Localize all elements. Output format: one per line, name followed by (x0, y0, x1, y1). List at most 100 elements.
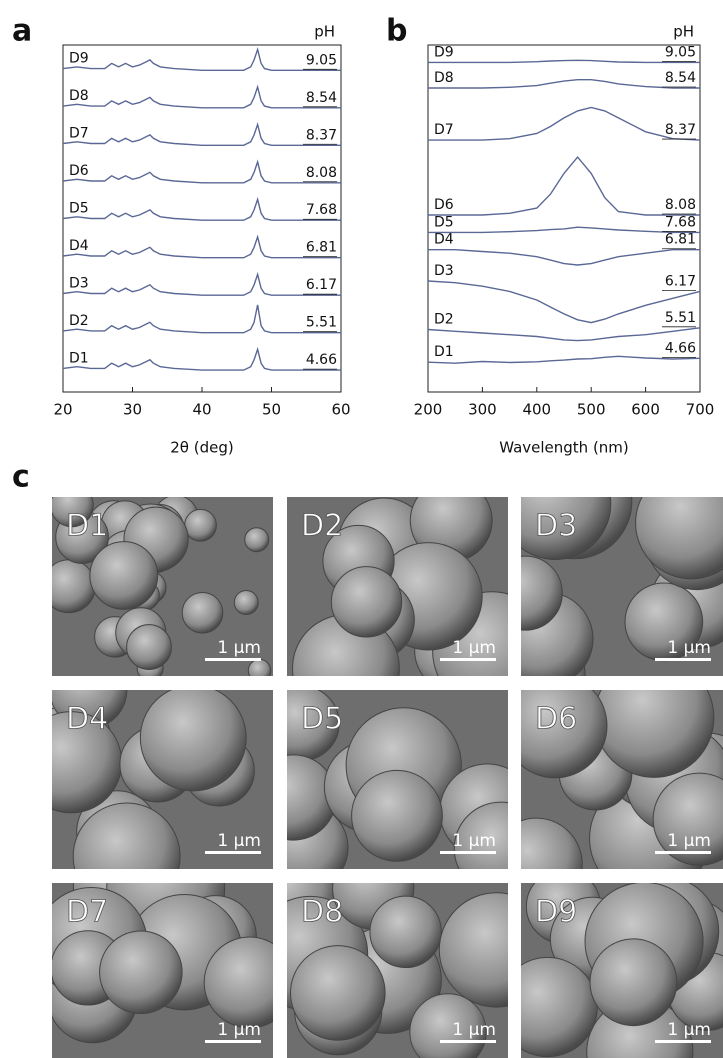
trace (62, 346, 341, 371)
trace (427, 355, 701, 364)
particle (351, 769, 443, 862)
series-label: D4 (69, 238, 89, 254)
sem-image: D9 1 μm (521, 883, 723, 1058)
scale-bar (440, 851, 496, 854)
sem-image: D6 1 μm (521, 690, 723, 869)
sem-name: D9 (535, 895, 577, 930)
ph-value: 4.66 (665, 340, 696, 356)
particle (203, 936, 273, 1029)
trace (428, 156, 700, 216)
series-label: D1 (434, 344, 454, 360)
particle (247, 658, 272, 676)
sem-content (287, 690, 508, 869)
ph-value: 6.81 (665, 232, 696, 248)
ph-value: 8.54 (306, 90, 337, 106)
sem-scale: 1 μm (452, 831, 496, 851)
panel-label: c (12, 460, 30, 495)
sem-scale: 1 μm (667, 638, 711, 658)
sem-content (52, 883, 273, 1058)
particle (589, 938, 678, 1027)
sem-image: D2 1 μm (287, 497, 508, 676)
trace (62, 234, 341, 259)
x-tick-label: 30 (123, 401, 142, 419)
sem-scale: 1 μm (217, 831, 261, 851)
sem-scale: 1 μm (667, 831, 711, 851)
scale-bar (655, 1040, 711, 1043)
ph-value: 8.08 (306, 165, 337, 181)
x-tick-label: 500 (577, 401, 606, 419)
sem-content (52, 690, 273, 869)
trace (427, 280, 701, 324)
panel-label: b (386, 14, 407, 49)
trace (62, 159, 341, 184)
ph-value: 9.05 (665, 44, 696, 60)
scale-bar (655, 658, 711, 661)
ph-value: 4.66 (306, 352, 337, 368)
sem-content (287, 497, 508, 676)
series-label: D3 (434, 263, 454, 279)
series-label: D6 (434, 197, 454, 213)
sem-image: D3 1 μm (521, 497, 723, 676)
x-tick-label: 20 (53, 401, 72, 419)
ph-value: 5.51 (665, 310, 696, 326)
ph-value: 6.17 (665, 273, 696, 289)
ph-header: pH (314, 23, 335, 41)
particle (181, 591, 224, 634)
scale-bar (440, 1040, 496, 1043)
particle (52, 559, 96, 614)
ph-value: 8.37 (665, 122, 696, 138)
series-label: D7 (434, 122, 454, 138)
trace (62, 47, 341, 71)
sem-name: D7 (66, 895, 108, 930)
particle (521, 817, 583, 869)
sem-image: D1 1 μm (52, 497, 273, 676)
particle (652, 772, 723, 866)
particle (369, 895, 442, 969)
ph-value: 6.17 (306, 277, 337, 293)
trace (62, 84, 341, 109)
sem-scale: 1 μm (217, 638, 261, 658)
series-label: D3 (69, 275, 89, 291)
particle (521, 497, 612, 560)
particle (635, 497, 723, 580)
series-label: D9 (69, 51, 89, 67)
particle (52, 497, 94, 528)
scale-bar (655, 851, 711, 854)
scale-bar (205, 658, 261, 661)
sem-name: D4 (66, 702, 108, 737)
sem-name: D2 (301, 509, 343, 544)
particle (521, 956, 598, 1058)
trace (428, 79, 700, 89)
series-label: D5 (434, 214, 454, 230)
ph-value: 5.51 (306, 315, 337, 331)
sem-image: D8 1 μm (287, 883, 508, 1058)
particle (521, 690, 608, 779)
ph-value: 8.37 (306, 127, 337, 143)
particle (184, 508, 217, 542)
series-label: D5 (69, 201, 89, 217)
series-label: D8 (69, 88, 89, 104)
particle (330, 566, 403, 638)
ph-value: 9.05 (306, 52, 337, 68)
x-tick-label: 700 (686, 401, 715, 419)
scale-bar (205, 1040, 261, 1043)
sem-scale: 1 μm (667, 1020, 711, 1040)
x-axis-label: 2θ (deg) (170, 439, 233, 457)
ph-header: pH (673, 23, 694, 41)
ph-value: 8.08 (665, 197, 696, 213)
particle (126, 624, 172, 670)
ph-value: 6.81 (306, 240, 337, 256)
sem-image: D7 1 μm (52, 883, 273, 1058)
particle (72, 802, 181, 869)
x-tick-label: 60 (331, 401, 350, 419)
sem-content (521, 883, 723, 1058)
x-axis-label: Wavelength (nm) (499, 439, 629, 457)
sem-name: D3 (535, 509, 577, 544)
particle (233, 590, 259, 615)
sem-scale: 1 μm (452, 1020, 496, 1040)
x-tick-label: 300 (468, 401, 497, 419)
trace (62, 122, 341, 146)
ph-value: 7.68 (665, 214, 696, 230)
sem-name: D8 (301, 895, 343, 930)
